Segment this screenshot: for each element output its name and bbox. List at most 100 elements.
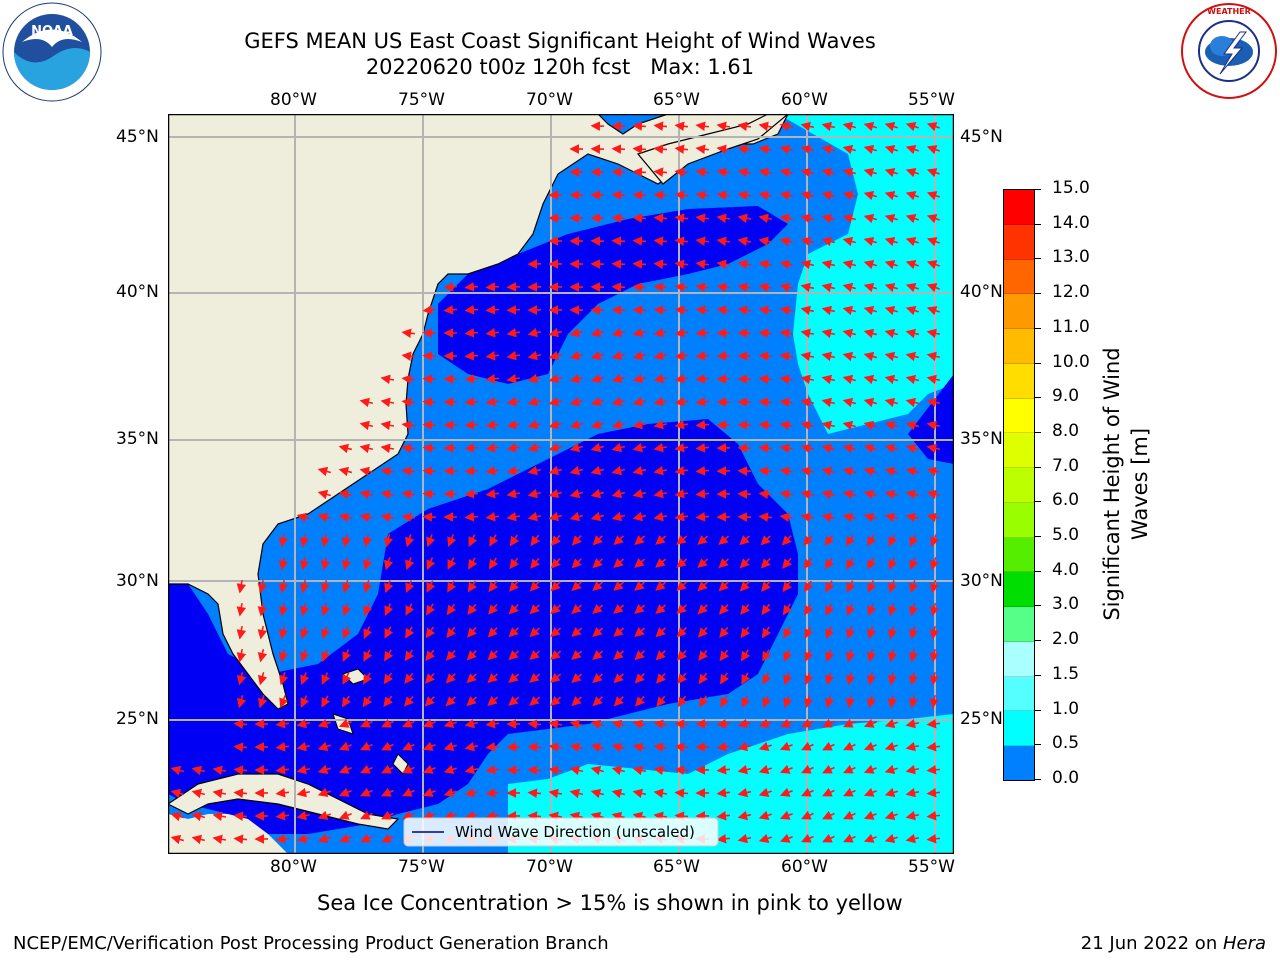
wind-arrow	[236, 695, 247, 709]
wind-arrow	[632, 144, 647, 154]
wind-arrow	[674, 282, 689, 292]
wind-arrow	[299, 533, 310, 548]
wind-arrow	[821, 190, 836, 201]
wind-arrow	[800, 466, 815, 477]
colorbar-tick-mark	[1034, 258, 1041, 260]
wind-arrow	[782, 557, 792, 569]
wind-arrow	[905, 214, 919, 224]
wind-arrow	[422, 443, 437, 453]
wind-arrow	[866, 671, 877, 686]
colorbar-tick-mark	[1034, 189, 1041, 190]
wind-arrow	[887, 603, 898, 617]
noaa-logo-text: NOAA	[31, 24, 73, 39]
wind-arrow	[926, 834, 941, 844]
wind-arrow	[800, 351, 815, 362]
wind-arrow	[779, 121, 794, 132]
wind-arrow	[632, 282, 647, 292]
wind-arrow	[422, 397, 437, 407]
wind-arrow	[592, 558, 603, 569]
wind-arrow	[779, 374, 794, 385]
wind-arrow	[571, 696, 582, 707]
wind-arrow	[674, 488, 689, 499]
wind-arrow	[613, 535, 624, 546]
wind-arrow	[779, 397, 794, 408]
wind-arrow	[674, 765, 689, 775]
wind-arrow	[236, 625, 247, 640]
wind-arrow	[548, 742, 563, 753]
wind-arrow	[758, 213, 773, 224]
wind-arrow	[674, 327, 689, 338]
wind-arrow	[487, 650, 498, 661]
wind-arrow	[506, 465, 521, 476]
wind-arrow	[655, 558, 667, 568]
wind-arrow	[821, 121, 836, 132]
wind-arrow	[783, 649, 793, 662]
wind-arrow	[653, 488, 668, 499]
colorbar-segment	[1004, 641, 1034, 677]
colorbar-tick-label: 5.0	[1052, 525, 1080, 546]
wind-arrow	[401, 466, 416, 477]
wind-arrow	[716, 741, 731, 752]
wind-arrow	[758, 810, 772, 820]
wind-arrow	[381, 718, 394, 728]
wind-arrow	[529, 604, 540, 615]
wind-arrow	[718, 535, 730, 545]
wind-arrow	[863, 236, 877, 247]
wind-arrow	[761, 626, 772, 639]
wind-arrow	[257, 648, 268, 663]
wind-arrow	[611, 788, 626, 799]
wind-arrow	[843, 787, 856, 797]
wind-arrow	[718, 558, 729, 569]
wind-arrow	[884, 741, 898, 751]
lon-tick-top: 60°W	[781, 90, 828, 110]
lat-tick-right: 30°N	[960, 571, 1003, 591]
wind-arrow	[800, 236, 815, 247]
wind-arrow	[824, 672, 835, 686]
wind-arrow	[527, 765, 542, 775]
wind-arrow	[821, 351, 836, 362]
wind-arrow	[653, 396, 668, 407]
lat-tick-right: 25°N	[960, 709, 1003, 729]
wind-arrow	[527, 327, 542, 338]
wind-arrow	[278, 533, 289, 548]
colorbar-tick-mark	[1034, 640, 1041, 642]
wind-arrow	[655, 535, 667, 545]
wind-arrow	[695, 213, 710, 224]
wind-arrow	[822, 810, 835, 820]
wind-arrow	[884, 328, 899, 339]
wind-arrow	[758, 328, 773, 338]
wind-arrow	[863, 190, 877, 201]
wind-arrow	[488, 557, 499, 570]
wind-arrow	[550, 558, 561, 569]
wind-arrow	[737, 259, 752, 270]
wind-wave-arrows	[170, 121, 941, 845]
wind-arrow	[656, 695, 667, 707]
wind-arrow	[821, 259, 836, 270]
wind-arrow	[359, 489, 374, 500]
lon-tick-bottom: 60°W	[781, 857, 828, 877]
svg-text:WEATHER: WEATHER	[1207, 7, 1251, 16]
wind-arrow	[632, 742, 647, 753]
colorbar-segment	[1004, 572, 1034, 608]
wind-arrow	[592, 650, 604, 660]
wind-arrow	[801, 787, 814, 797]
wind-arrow	[905, 764, 920, 775]
wind-arrow	[569, 742, 584, 753]
wind-arrow	[674, 236, 689, 246]
wind-arrow	[611, 350, 626, 361]
wind-arrow	[926, 122, 940, 132]
wave-region-blue-central	[168, 419, 798, 834]
wind-arrow	[299, 626, 310, 640]
wind-arrow	[758, 305, 773, 316]
wind-arrow	[363, 603, 373, 617]
wind-arrow	[530, 557, 540, 569]
colorbar-segment	[1004, 711, 1034, 747]
wind-arrow	[779, 833, 793, 843]
wind-arrow	[653, 373, 668, 384]
wind-arrow	[740, 603, 750, 615]
wind-arrow	[383, 533, 394, 548]
wind-arrow	[719, 672, 730, 685]
wind-arrow	[422, 351, 437, 361]
colorbar-tick-mark	[1034, 501, 1041, 503]
wind-arrow	[299, 556, 310, 571]
